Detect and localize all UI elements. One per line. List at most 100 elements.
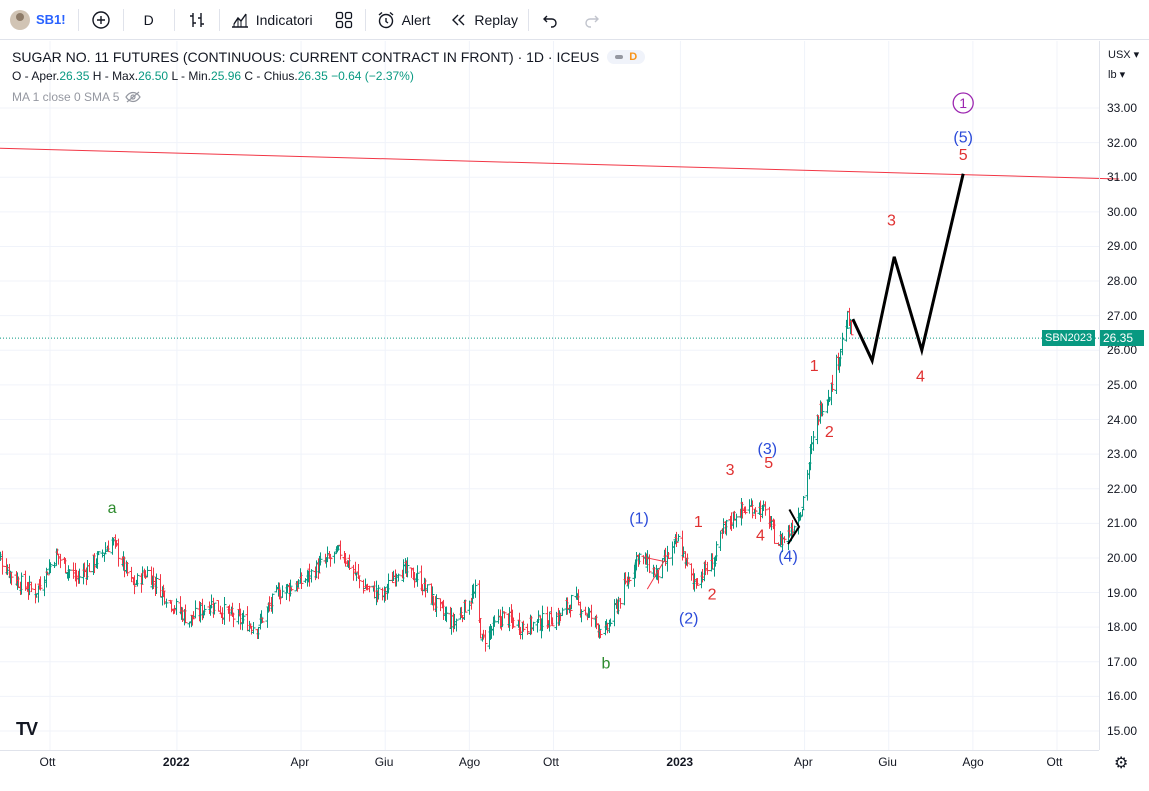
- top-toolbar: SB1! D Indicatori Alert Replay: [0, 0, 1149, 40]
- ohlc-bar: [743, 506, 748, 515]
- undo-button[interactable]: [529, 0, 571, 40]
- ohlc-bar: [685, 553, 690, 567]
- market-status-badge[interactable]: D: [607, 50, 646, 64]
- ohlc-bar: [0, 550, 5, 575]
- ohlc-bar: [800, 509, 805, 517]
- ohlc-bar: [705, 561, 710, 575]
- toolbar-divider: [218, 8, 220, 31]
- ohlc-bar: [125, 562, 130, 577]
- chart-overlays: a b (1) (2) (3) (4) (5) 1 1 2 3 4 5 1 2 3 4 5: [0, 92, 1120, 673]
- toolbar-divider: [364, 8, 366, 31]
- currency-selector[interactable]: USX ▾: [1108, 49, 1140, 61]
- ohlc-bars: [0, 307, 854, 652]
- chart-settings-gear-icon[interactable]: ⚙: [1114, 755, 1129, 772]
- elliott-wave-label: 2: [825, 424, 834, 441]
- low-value: 25.96: [211, 69, 242, 83]
- price-tick-label: 30.00: [1107, 204, 1138, 219]
- price-tick-label: 25.00: [1107, 377, 1138, 392]
- price-tick-label: 32.00: [1107, 135, 1138, 150]
- ohlc-bar: [627, 576, 632, 583]
- ohlc-bar: [550, 617, 555, 627]
- ohlc-bar: [405, 557, 410, 578]
- ohlc-bar: [608, 618, 613, 627]
- triangle-pattern: [646, 557, 665, 590]
- undo-icon: [542, 15, 557, 28]
- ohlc-bar: [540, 605, 545, 632]
- time-tick-label: Giu: [374, 755, 394, 769]
- redo-button[interactable]: [571, 0, 613, 40]
- tradingview-logo[interactable]: TV: [16, 719, 38, 739]
- price-chart[interactable]: a b (1) (2) (3) (4) (5) 1 1 2 3 4 5 1 2 3 4 5: [0, 41, 1149, 791]
- elliott-wave-label: (2): [679, 611, 699, 628]
- replay-button[interactable]: Replay: [440, 0, 528, 40]
- elliott-wave-label: 2: [708, 586, 717, 603]
- ohlc-bar: [382, 586, 387, 603]
- ohlc-bar: [676, 534, 681, 542]
- grid-layout-icon: [335, 11, 352, 28]
- ohlc-bar: [597, 624, 602, 639]
- unit-selector[interactable]: lb ▾: [1108, 69, 1126, 81]
- ohlc-bar: [674, 531, 679, 547]
- ohlc-bar: [161, 584, 166, 598]
- ohlc-bar: [351, 564, 356, 581]
- chart-pane[interactable]: a b (1) (2) (3) (4) (5) 1 1 2 3 4 5 1 2 3 4 5 SUGAR NO. 1…: [0, 41, 1149, 791]
- indicators-button[interactable]: Indicatori: [220, 0, 323, 40]
- ohlc-bar: [583, 606, 588, 616]
- elliott-wave-label: (3): [758, 441, 778, 458]
- elliott-wave-label: a: [108, 500, 117, 517]
- ohlc-bar: [798, 511, 803, 521]
- ohlc-bar: [415, 565, 420, 587]
- ohlc-bar: [164, 598, 169, 608]
- ohlc-bar: [222, 596, 227, 625]
- ohlc-bar: [143, 570, 148, 580]
- ohlc-bar: [772, 519, 777, 544]
- unit-label: lb: [1108, 69, 1117, 81]
- interval-button[interactable]: D: [124, 0, 174, 40]
- time-tick-label: 2022: [162, 755, 190, 769]
- ohlc-bar: [477, 580, 482, 623]
- alert-button[interactable]: Alert: [366, 0, 441, 40]
- close-value: 26.35: [297, 69, 328, 83]
- replay-label: Replay: [474, 11, 518, 28]
- ohlc-bar: [434, 594, 439, 617]
- ohlc-bar: [724, 519, 729, 536]
- layouts-button[interactable]: [323, 0, 365, 40]
- ohlc-bar: [454, 618, 459, 632]
- ohlc-bar: [116, 538, 121, 567]
- time-tick-label: Giu: [878, 755, 897, 769]
- symbol-avatar-icon: [10, 9, 30, 30]
- symbol-description[interactable]: SUGAR NO. 11 FUTURES (CONTINUOUS: CURREN…: [12, 49, 600, 65]
- ohlc-bar: [251, 621, 256, 634]
- ohlc-bar: [734, 513, 739, 528]
- ohlc-bar: [347, 554, 352, 570]
- time-axis[interactable]: [0, 750, 1099, 791]
- elliott-wave-label: 4: [916, 368, 925, 385]
- ohlc-bar: [438, 598, 443, 612]
- ohlc-bar: [77, 568, 82, 584]
- ma-indicator-row[interactable]: MA 1 close 0 SMA 5: [12, 90, 645, 104]
- alarm-clock-icon: [378, 11, 394, 28]
- ohlc-bar: [190, 614, 195, 626]
- price-tick-label: 33.00: [1107, 101, 1138, 115]
- symbol-search-button[interactable]: SB1!: [0, 0, 78, 40]
- ohlc-bar: [834, 354, 839, 395]
- compare-symbol-button[interactable]: [79, 0, 123, 40]
- ohlc-bar: [386, 573, 391, 594]
- elliott-wave-label: (1): [629, 510, 649, 527]
- hidden-eye-icon[interactable]: [125, 91, 142, 103]
- toolbar-divider: [77, 8, 79, 31]
- open-value: 26.35: [59, 69, 90, 83]
- ohlc-bar: [560, 607, 565, 617]
- ohlc-bar: [763, 501, 768, 516]
- chart-type-button[interactable]: [175, 0, 219, 40]
- ohlc-bar: [289, 587, 294, 592]
- ohlc-bar: [212, 602, 217, 615]
- price-tick-label: 27.00: [1107, 308, 1138, 323]
- ohlc-bar: [361, 579, 366, 594]
- bar-chart-type-icon: [189, 12, 204, 27]
- ohlc-bar: [714, 541, 719, 561]
- price-axis[interactable]: [1099, 41, 1149, 750]
- ohlc-bar: [174, 598, 179, 615]
- ohlc-bar: [87, 562, 92, 573]
- ohlc-bar: [216, 600, 221, 612]
